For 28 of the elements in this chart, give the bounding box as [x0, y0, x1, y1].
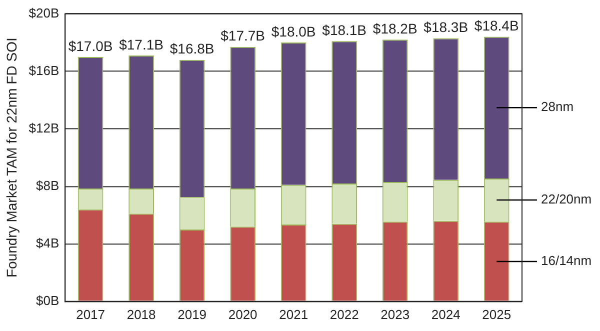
y-tick-label: $8B	[36, 178, 60, 193]
total-label: $17.1B	[119, 36, 164, 52]
y-tick-label: $20B	[28, 5, 60, 20]
y-tick-label: $12B	[28, 120, 60, 136]
total-label: $18.2B	[372, 20, 418, 37]
y-tick-label: $0B	[36, 292, 60, 308]
text: 16/14nm	[541, 253, 592, 268]
y-axis-title: Foundry Market TAM for 22nm FD SOI	[3, 38, 20, 278]
y-tick-label: $4B	[36, 235, 60, 250]
x-tick-label: 2019	[178, 306, 207, 322]
total-label: $17.0B	[68, 38, 113, 54]
total-label: $18.1B	[322, 22, 367, 38]
total-label: $18.3B	[424, 19, 468, 36]
x-tick-label: 2022	[330, 306, 359, 322]
x-tick-label: 2021	[279, 306, 308, 322]
x-tick-label: 2017	[76, 306, 105, 322]
text: 22/20nm	[541, 192, 592, 207]
x-tick-label: 2025	[482, 306, 512, 322]
y-tick-label: $16B	[28, 62, 60, 78]
total-label: $17.7B	[220, 28, 266, 44]
total-label: $16.8B	[170, 40, 214, 57]
x-tick-label: 2023	[380, 306, 410, 322]
x-tick-label: 2018	[126, 306, 156, 322]
text: 28nm	[541, 99, 574, 114]
x-tick-label: 2020	[228, 306, 258, 322]
total-label: $18.4B	[474, 18, 519, 34]
total-label: $18.0B	[271, 23, 316, 40]
x-tick-label: 2024	[431, 306, 460, 322]
